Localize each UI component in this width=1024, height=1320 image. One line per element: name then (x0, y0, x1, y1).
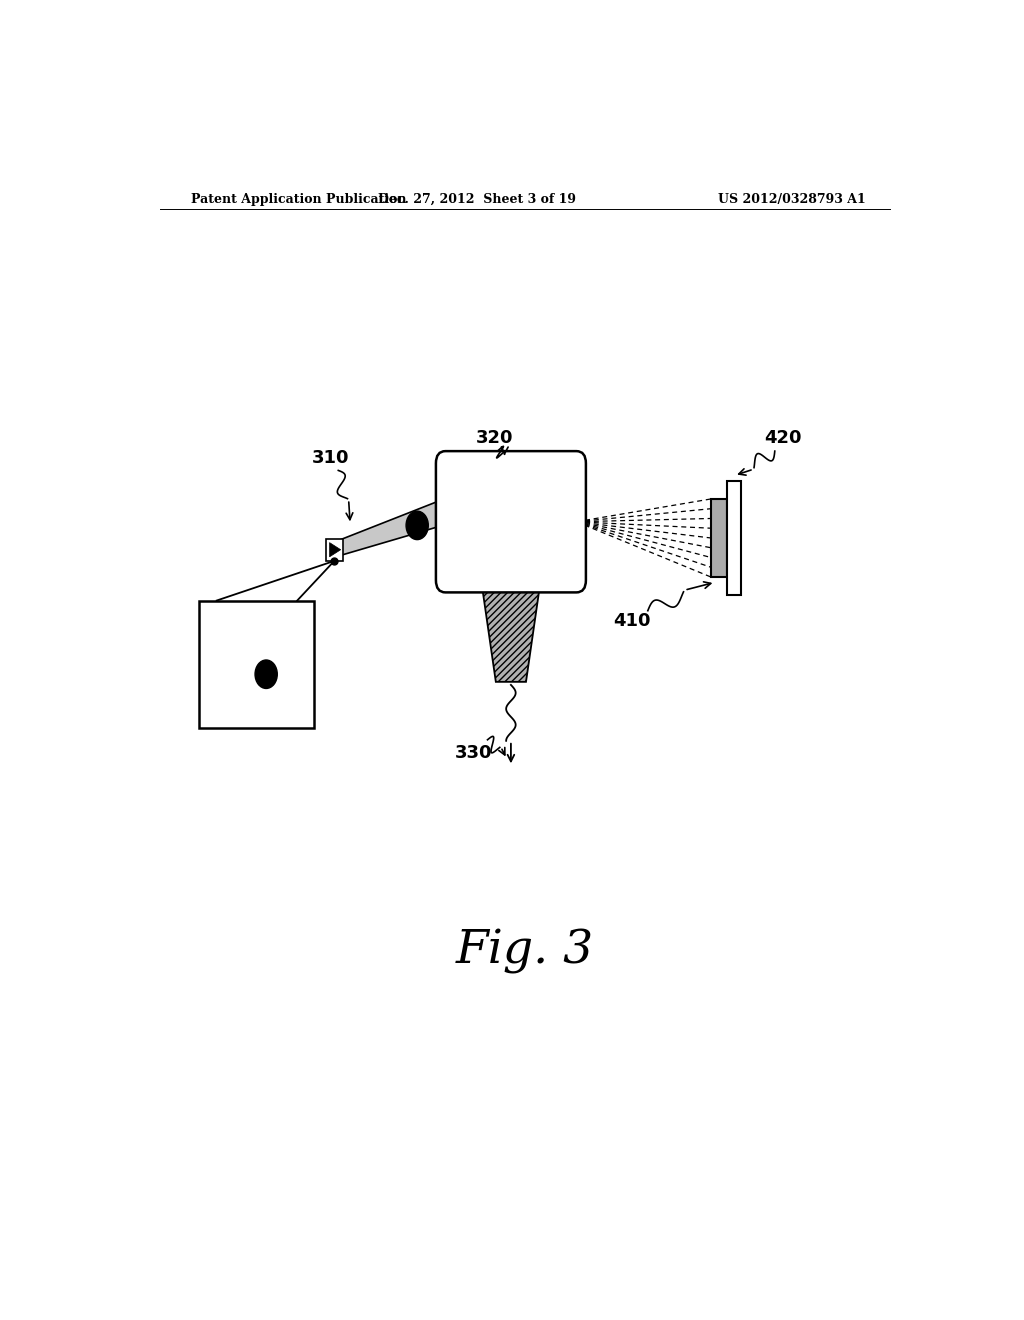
Text: Dec. 27, 2012  Sheet 3 of 19: Dec. 27, 2012 Sheet 3 of 19 (378, 193, 577, 206)
FancyBboxPatch shape (200, 601, 314, 727)
Circle shape (255, 660, 278, 689)
FancyBboxPatch shape (436, 451, 586, 593)
Text: Patent Application Publication: Patent Application Publication (191, 193, 407, 206)
FancyBboxPatch shape (326, 539, 343, 561)
Circle shape (407, 511, 428, 540)
Text: 310: 310 (311, 449, 349, 467)
Polygon shape (330, 543, 341, 557)
Text: 420: 420 (764, 429, 802, 447)
Text: 330: 330 (455, 744, 492, 762)
Text: 410: 410 (613, 612, 650, 630)
Polygon shape (481, 581, 541, 682)
Text: 320: 320 (476, 429, 513, 447)
Text: Fig. 3: Fig. 3 (456, 928, 594, 974)
FancyBboxPatch shape (712, 499, 727, 577)
FancyBboxPatch shape (727, 480, 741, 595)
Text: US 2012/0328793 A1: US 2012/0328793 A1 (718, 193, 866, 206)
Polygon shape (333, 498, 451, 557)
